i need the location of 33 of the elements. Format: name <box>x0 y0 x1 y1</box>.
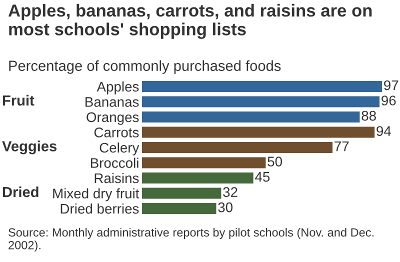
bar <box>142 188 222 199</box>
bar <box>142 157 266 168</box>
data-label: 30 <box>218 202 233 212</box>
text: Veggies <box>2 140 57 154</box>
chart-title: Apples, bananas, carrots, and raisins are on most schools' shopping lists <box>8 4 372 39</box>
data-label: 96 <box>382 96 396 106</box>
y-tick-label: Celery <box>100 142 140 156</box>
data-label: 97 <box>384 80 398 90</box>
y-tick-label: Raisins <box>94 172 139 184</box>
bar <box>142 203 216 214</box>
data-label: 88 <box>362 110 376 121</box>
data-label: 32 <box>223 187 238 197</box>
y-tick-label: Bananas <box>86 97 139 107</box>
data-label: 50 <box>268 156 282 166</box>
bar <box>142 126 375 138</box>
bar <box>142 142 333 153</box>
y-tick-label: Oranges <box>86 112 139 125</box>
data-label: 77 <box>334 142 349 152</box>
bar <box>142 172 254 184</box>
chart-subtitle: Percentage of commonly purchased foods <box>9 60 281 74</box>
text: Dried <box>2 186 38 198</box>
text: Fruit <box>2 94 34 106</box>
bar <box>142 111 360 122</box>
bar <box>142 80 382 92</box>
data-label: 45 <box>255 172 270 182</box>
y-tick-label: Broccoli <box>90 158 138 168</box>
y-tick-label: Dried berries <box>60 203 139 214</box>
data-label: 94 <box>376 126 392 136</box>
source-note: Source: Monthly administrative reports by pilot schools (Nov. and Dec. 2002). <box>8 228 374 252</box>
y-tick-label: Carrots <box>94 128 139 138</box>
bar <box>142 96 380 108</box>
y-tick-label: Apples <box>96 81 139 94</box>
y-tick-label: Mixed dry fruit <box>53 188 140 202</box>
